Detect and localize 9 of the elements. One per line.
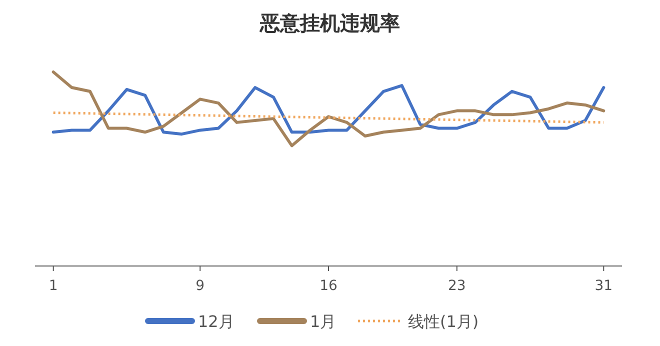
x-tick-label: 31 [594, 278, 613, 294]
chart-title: 恶意挂机违规率 [259, 11, 400, 35]
x-tick-label: 23 [448, 278, 466, 294]
x-tick-label: 16 [320, 278, 338, 294]
x-tick-label: 1 [48, 278, 58, 294]
legend-label: 1月 [310, 312, 336, 331]
x-tick-label: 9 [196, 278, 205, 294]
legend-label: 线性(1月) [408, 312, 479, 331]
legend-label: 12月 [198, 312, 234, 331]
